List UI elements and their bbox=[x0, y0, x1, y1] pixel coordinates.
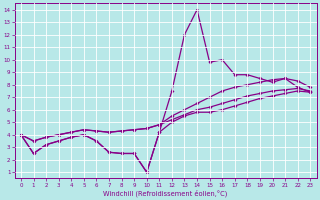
X-axis label: Windchill (Refroidissement éolien,°C): Windchill (Refroidissement éolien,°C) bbox=[103, 189, 228, 197]
